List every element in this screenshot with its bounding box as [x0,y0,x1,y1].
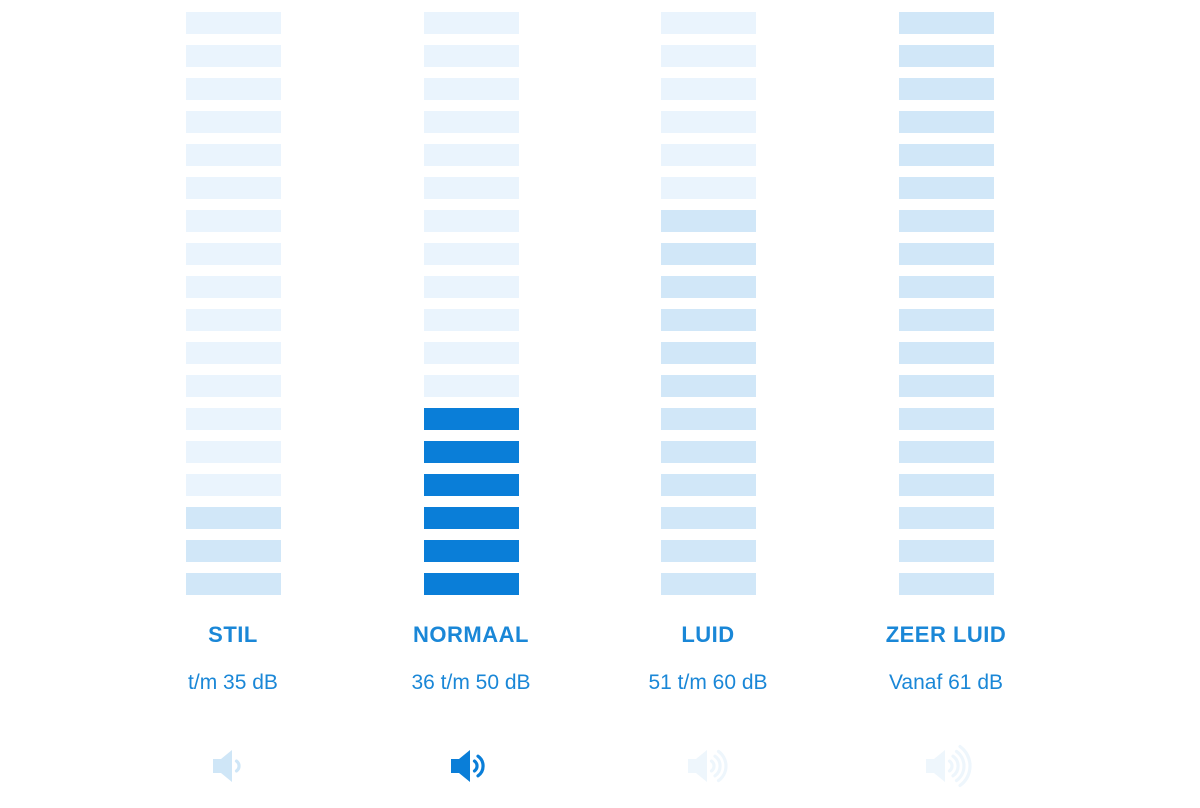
sound-wave [958,744,972,788]
bar-segment [424,177,519,199]
bar-segment [186,78,281,100]
bar-segment [186,45,281,67]
sound-wave [234,759,241,773]
bar-segment [661,375,756,397]
speaker-body [213,750,232,782]
speaker-body [926,750,945,782]
bar-segment [424,12,519,34]
speaker-four-waves-icon [926,744,972,788]
bar-segment [424,441,519,463]
bar-segment [424,210,519,232]
bar-segment [899,342,994,364]
bar-segment [186,210,281,232]
sound-wave [476,754,485,778]
level-label: STIL [208,622,258,647]
bar-segment [186,474,281,496]
sound-wave [472,759,479,773]
bar-segment [186,12,281,34]
speaker-one-wave-icon [213,750,241,782]
bar-segment [424,243,519,265]
bar-segment [186,540,281,562]
bar-segment [661,45,756,67]
speaker-body [688,750,707,782]
bar-segment [899,78,994,100]
bar-segment [186,111,281,133]
bar-segment [899,111,994,133]
sound-wave [709,759,716,773]
bar-segment [186,243,281,265]
bar-segment [899,375,994,397]
bar-segment [186,144,281,166]
bar-segment [424,309,519,331]
bar-segment [186,342,281,364]
bar-segment [661,144,756,166]
bar-segment [899,408,994,430]
bar-segment [899,441,994,463]
bar-segment [661,342,756,364]
level-label: NORMAAL [413,622,529,647]
bar-segment [424,375,519,397]
bar-segment [424,111,519,133]
bar-segment [661,507,756,529]
sound-wave [951,754,960,778]
bar-segment [661,276,756,298]
level-range: t/m 35 dB [188,671,278,694]
bar-segment [899,309,994,331]
bar-segment [186,276,281,298]
bar-segment [424,507,519,529]
bar-segment [424,573,519,595]
bar-segment [899,507,994,529]
bar-segment [424,408,519,430]
bar-segment [899,243,994,265]
sound-wave [947,759,954,773]
bar-segment [661,474,756,496]
bar-segment [899,540,994,562]
bar-segment [186,375,281,397]
bar-segment [899,177,994,199]
bar-segment [899,210,994,232]
speaker-body [451,750,470,782]
bar-segment [661,210,756,232]
bar-segment [661,408,756,430]
bar-segment [661,78,756,100]
bar-segment [661,12,756,34]
bar-segment [424,342,519,364]
bar-segment [899,474,994,496]
bar-segment [899,573,994,595]
bar-segment [661,540,756,562]
bar-segment [661,111,756,133]
bar-segment [186,573,281,595]
sound-wave [716,749,728,783]
bar-segment [661,309,756,331]
bar-segment [424,144,519,166]
sound-wave [713,754,722,778]
bar-segment [899,12,994,34]
level-range: 36 t/m 50 dB [411,671,531,694]
speaker-three-waves-icon [688,749,728,783]
sound-wave [954,749,966,783]
bar-segment [661,243,756,265]
bar-segment [186,507,281,529]
level-label: LUID [681,622,735,647]
level-label: ZEER LUID [885,622,1007,647]
bar-segment [424,474,519,496]
bar-segment [424,276,519,298]
bar-segment [661,441,756,463]
bar-segment [186,408,281,430]
speaker-two-waves-icon [451,750,485,782]
level-range: 51 t/m 60 dB [648,671,768,694]
bar-segment [186,309,281,331]
bar-segment [661,177,756,199]
bar-segment [424,45,519,67]
bar-segment [424,78,519,100]
bar-segment [661,573,756,595]
bar-segment [899,276,994,298]
level-range: Vanaf 61 dB [888,671,1004,694]
bar-segment [899,45,994,67]
bar-segment [186,441,281,463]
bar-segment [899,144,994,166]
bar-segment [186,177,281,199]
bar-segment [424,540,519,562]
